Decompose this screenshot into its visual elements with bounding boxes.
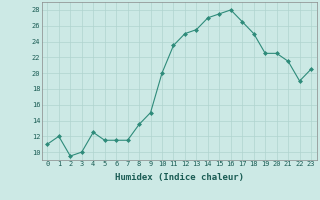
X-axis label: Humidex (Indice chaleur): Humidex (Indice chaleur) (115, 173, 244, 182)
